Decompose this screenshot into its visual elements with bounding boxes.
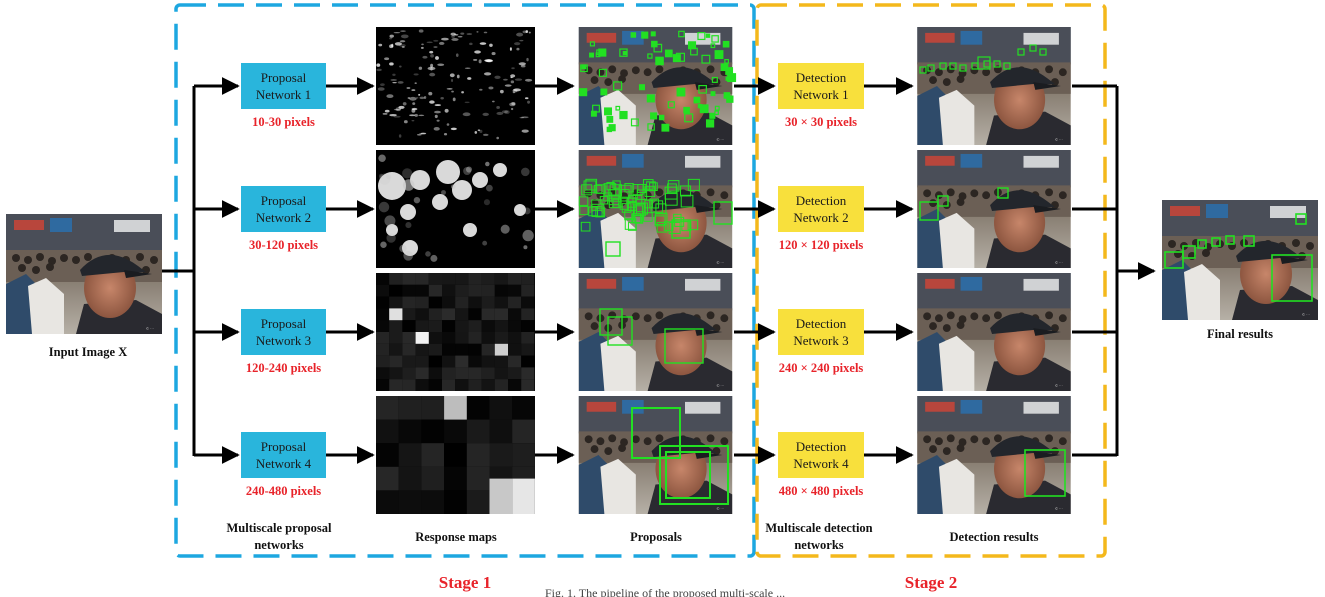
detection-network-label: Network 3 [793,333,848,348]
detection-network-box [778,432,864,478]
proposals-image [578,273,733,391]
proposal-network-box [241,186,326,232]
caption-detection-networks-2: networks [794,538,843,552]
detection-network-label: Detection [796,193,847,208]
response-map [376,150,535,268]
detection-scale-size: 30 × 30 pixels [785,115,857,129]
proposals-image [578,27,737,145]
detection-network-label: Detection [796,316,847,331]
detection-network-label: Detection [796,70,847,85]
proposal-network-label: Network 4 [256,456,312,471]
final-image [1162,200,1318,320]
detection-network-label: Detection [796,439,847,454]
stage2-label: Stage 2 [905,573,957,592]
pipeline-row: Proposal Network 4 240-480 pixels Detection… [194,396,1117,514]
proposal-network-box [241,309,326,355]
input-label: Input Image X [49,345,128,359]
detection-network-label: Network 1 [793,87,848,102]
detection-scale-size: 120 × 120 pixels [779,238,864,252]
response-map [376,396,535,514]
detection-result-image [917,150,1071,268]
proposal-network-label: Proposal [261,193,307,208]
caption-response-maps: Response maps [415,530,497,544]
response-map [376,27,535,145]
detection-scale-size: 480 × 480 pixels [779,484,864,498]
pipeline-row: Proposal Network 3 120-240 pixels Detection… [194,273,1117,391]
pipeline-row: Proposal Network 1 10-30 pixels Detection Ne… [194,27,1117,145]
proposal-scale-range: 10-30 pixels [252,115,315,129]
detection-network-box [778,309,864,355]
proposal-network-label: Network 1 [256,87,311,102]
proposal-network-label: Proposal [261,439,307,454]
final-label: Final results [1207,327,1273,341]
proposal-scale-range: 120-240 pixels [246,361,321,375]
detection-network-label: Network 4 [793,456,849,471]
detection-network-label: Network 2 [793,210,848,225]
input-image [6,214,162,334]
caption-proposal-networks-1: Multiscale proposal [227,521,333,535]
caption-detection-networks-1: Multiscale detection [765,521,872,535]
proposal-network-label: Proposal [261,316,307,331]
proposal-network-label: Proposal [261,70,307,85]
proposals-image [578,396,733,514]
detection-result-image [917,273,1071,391]
detection-network-box [778,63,864,109]
stage1-label: Stage 1 [439,573,491,592]
proposals-image [578,150,733,268]
caption-proposal-networks-2: networks [254,538,303,552]
stage1-border [174,3,756,558]
figure-caption: Fig. 1. The pipeline of the proposed mul… [545,586,785,597]
response-map [376,273,535,391]
caption-proposals: Proposals [630,530,682,544]
proposal-scale-range: 30-120 pixels [249,238,318,252]
proposal-network-box [241,432,326,478]
pipeline-row: Proposal Network 2 30-120 pixels Detection N… [194,150,1117,268]
detection-network-box [778,186,864,232]
proposal-network-label: Network 2 [256,210,311,225]
stage2-border [755,3,1107,558]
proposal-network-label: Network 3 [256,333,311,348]
detection-result-image [917,396,1071,514]
proposal-scale-range: 240-480 pixels [246,484,321,498]
proposal-network-box [241,63,326,109]
detection-scale-size: 240 × 240 pixels [779,361,864,375]
caption-detection-results: Detection results [950,530,1039,544]
detection-result-image [917,27,1071,145]
